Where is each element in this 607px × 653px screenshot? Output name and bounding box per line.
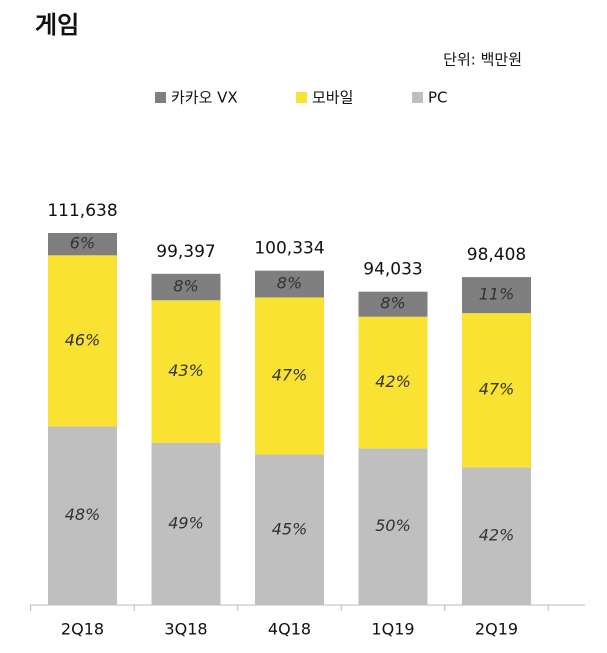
bar-segment <box>358 448 428 605</box>
segment-label: 47% <box>479 380 515 399</box>
legend-label: 모바일 <box>312 89 353 107</box>
bar-segment <box>48 426 117 605</box>
legend-label: PC <box>428 89 448 107</box>
segment-label: 42% <box>375 372 411 391</box>
total-label: 94,033 <box>363 260 422 280</box>
segment-label: 48% <box>65 505 101 524</box>
legend-swatch <box>296 92 307 103</box>
segment-label: 43% <box>168 361 204 380</box>
total-label: 111,638 <box>47 201 117 221</box>
segment-label: 47% <box>272 365 308 384</box>
bar-segment <box>462 313 531 468</box>
segment-label: 49% <box>168 513 204 532</box>
bar-segment <box>151 273 221 301</box>
segment-label: 6% <box>70 234 95 253</box>
segment-label: 42% <box>479 526 515 545</box>
unit-note: 단위: 백만원 <box>443 51 522 69</box>
bar-segment <box>48 255 117 427</box>
bar-segment <box>462 467 531 605</box>
x-tick-label: 2Q18 <box>61 620 104 639</box>
segment-label: 8% <box>277 274 302 293</box>
segment-label: 8% <box>380 294 405 313</box>
chart-title: 게임 <box>35 11 79 39</box>
bar-segment <box>462 277 531 314</box>
segment-label: 8% <box>173 277 198 296</box>
x-tick-label: 3Q18 <box>164 620 207 639</box>
bar-segment <box>48 233 117 256</box>
x-tick-label: 4Q18 <box>268 620 311 639</box>
total-label: 100,334 <box>254 239 324 259</box>
bar-segment <box>151 300 221 443</box>
segment-label: 50% <box>375 516 411 535</box>
bar-segment <box>255 454 324 605</box>
bar-segment <box>255 270 324 298</box>
x-tick-label: 1Q19 <box>371 620 414 639</box>
bar-segment <box>358 291 428 317</box>
bar-segment <box>358 316 428 449</box>
segment-label: 46% <box>65 330 101 349</box>
total-label: 99,397 <box>156 242 215 262</box>
legend-swatch <box>412 92 423 103</box>
legend-swatch <box>155 92 166 103</box>
x-tick-label: 2Q19 <box>475 620 518 639</box>
total-label: 98,408 <box>467 245 526 265</box>
legend-label: 카카오 VX <box>171 89 238 107</box>
segment-label: 11% <box>479 285 515 304</box>
bar-segment <box>255 297 324 455</box>
bar-segment <box>151 442 221 605</box>
segment-label: 45% <box>272 519 308 538</box>
